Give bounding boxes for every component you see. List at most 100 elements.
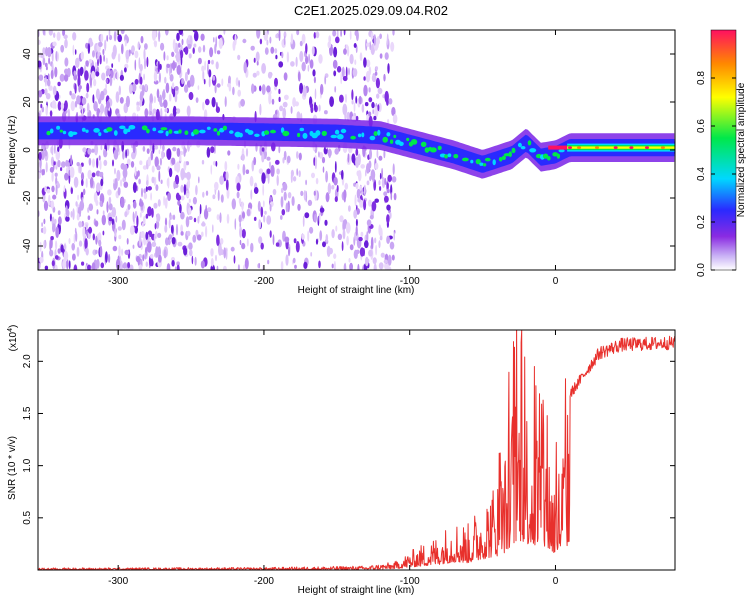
spectrogram-speckle [50,200,55,209]
spectrogram-speckle [185,216,190,228]
spectrogram-speckle [241,228,246,239]
spectrogram-speckle [87,169,92,180]
spectrogram-speckle [294,264,297,269]
spectrogram-speckle [341,169,344,180]
spectrogram-speckle [121,43,124,55]
spectrogram-speckle [360,231,364,237]
spectrogram-speckle [211,59,214,65]
spectrogram-speckle [318,152,324,159]
spectrogram-speckle [139,76,143,85]
spectrogram-speckle [322,166,325,173]
tone-hotspot [645,146,649,150]
colorbar-gradient [710,29,737,271]
spectrogram-speckle [202,191,205,198]
spectrogram-speckle [45,46,48,57]
spectrogram-speckle [318,151,320,158]
spectrogram-speckle [365,256,369,267]
spectrogram-speckle [389,211,392,219]
spectrogram-speckle [107,189,112,196]
spectrogram-speckle [219,175,225,185]
spectrogram-speckle [69,166,75,178]
spectrogram-speckle [309,59,314,69]
spectrogram-speckle [49,249,54,257]
spectrogram-speckle [354,194,357,207]
spectrogram-speckle [318,213,321,223]
spectrogram-speckle [167,192,172,202]
spectrogram-speckle [332,30,337,37]
spectrogram-speckle [119,97,124,104]
spectrogram-speckle [87,43,91,54]
spectrogram-speckle [145,213,149,219]
ridge-blob [113,130,118,136]
spectrogram-speckle [166,82,169,88]
spectrogram-speckle [197,85,200,90]
spectrogram-speckle [92,50,95,58]
spectrogram-speckle [43,218,46,225]
spectrogram-speckle [307,64,310,72]
spectrogram-speckle [207,59,211,65]
spectrogram-speckle [146,180,149,186]
spectrogram-speckle [50,236,54,241]
ridge-blob [556,153,561,159]
spectrogram-speckle [168,234,173,240]
spectrogram-speckle [101,214,107,226]
spectrogram-speckle [153,96,156,104]
ridge-blob [49,128,54,134]
spectrogram-speckle [263,215,266,223]
spectrogram-speckle [176,261,180,266]
spectrogram-speckle [318,260,321,269]
spectrogram-speckle [132,211,135,223]
spectrogram-speckle [363,84,368,97]
spectrogram-speckle [219,212,222,223]
ridge-blob [527,140,532,146]
spectrogram-speckle [380,252,385,258]
ridge-blob [62,130,67,135]
spectrogram-speckle [181,38,184,46]
spectrogram-speckle [371,101,375,109]
spectrogram-speckle [115,258,121,270]
spectrogram-speckle [134,78,139,85]
tone-hotspot [577,146,581,150]
spectrogram-speckle [139,63,143,72]
spectrogram-speckle [188,198,191,203]
spectrogram-speckle [183,161,187,171]
spectrogram-speckle [125,49,130,60]
spectrogram-speckle [55,149,61,161]
spectrogram-speckle [163,249,167,259]
spectrogram-speckle [299,82,304,94]
spectrogram-speckle [165,237,169,246]
spectrogram-speckle [142,146,146,152]
spectrogram-speckle [99,245,103,258]
spectrogram-speckle [374,237,377,244]
spectrogram-speckle [153,202,158,209]
spectrogram-speckle [290,61,295,67]
spectrogram-speckle [151,207,154,218]
spectrogram-speckle [320,83,324,95]
ridge-blob [146,128,150,134]
spectrogram-speckle [261,152,265,163]
spectrogram-speckle [100,90,105,101]
spectrogram-speckle [201,65,205,72]
spectrogram-speckle [239,226,243,238]
spectrogram-speckle [163,99,168,109]
spectrogram-speckle [348,258,351,263]
spectrogram-speckle [239,239,242,246]
spectrogram-speckle [129,225,135,235]
spectrogram-speckle [349,262,353,270]
spectrogram-speckle [63,74,69,82]
spectrogram-speckle [344,93,348,103]
spectrogram-speckle [144,43,148,50]
spectrogram-speckle [108,216,113,222]
spectrogram-speckle [389,241,395,250]
spectrogram-speckle [216,83,221,88]
spectrogram-speckle [153,233,156,244]
spectrogram-speckle [169,74,174,82]
spectrogram-speckle [172,105,177,117]
spectrogram-speckle [214,144,216,154]
spectrogram-speckle [236,182,241,192]
spectrogram-speckle [146,148,150,155]
spectrogram-speckle [383,191,388,196]
spectrogram-speckle [187,178,191,189]
spectrogram-speckle [205,225,208,238]
spectrogram-speckle [260,206,264,218]
